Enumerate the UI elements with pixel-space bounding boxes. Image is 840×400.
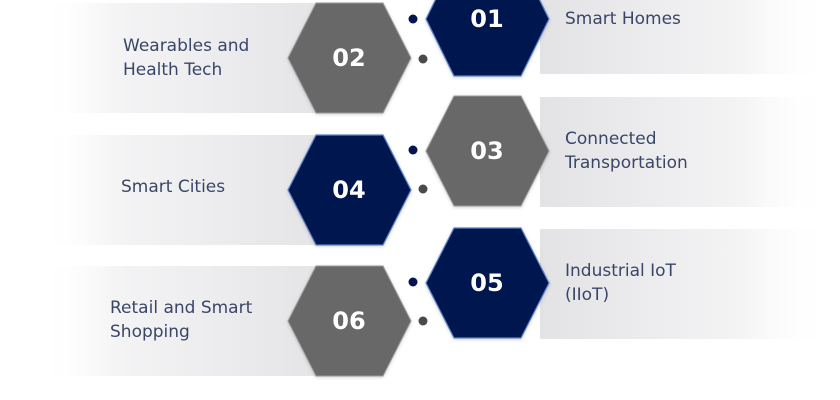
label-item-03: Connected Transportation — [565, 129, 688, 173]
hexagon-02: 02 — [287, 2, 412, 114]
hexagon-05-number: 05 — [470, 269, 503, 297]
hexagon-06: 06 — [287, 265, 412, 377]
hexagon-01: 01 — [425, 0, 550, 77]
hexagon-06-shape — [287, 265, 412, 377]
connector-dot — [418, 54, 428, 64]
label-item-06: Retail and Smart Shopping — [110, 298, 253, 342]
band-item-03 — [540, 97, 830, 207]
hexagon-03-shape — [425, 95, 550, 207]
hexagon-01-shape — [425, 0, 550, 77]
hexagon-04-shape — [287, 134, 412, 246]
hexagon-04: 04 — [287, 134, 412, 246]
hexagon-03: 03 — [425, 95, 550, 207]
band-item-05 — [540, 229, 830, 339]
label-item-05: Industrial IoT (IIoT) — [565, 261, 676, 305]
hexagon-02-shape — [287, 2, 412, 114]
label-item-01: Smart Homes — [565, 9, 681, 29]
hexagon-01-number: 01 — [470, 5, 503, 33]
connector-dot — [408, 145, 418, 155]
connector-dot — [408, 277, 418, 287]
label-item-02: Wearables and Health Tech — [123, 36, 250, 80]
connector-dot — [418, 184, 428, 194]
band-item-01 — [540, 0, 830, 74]
hexagon-05-shape — [425, 227, 550, 339]
hexagon-05: 05 — [425, 227, 550, 339]
hexagon-03-number: 03 — [470, 137, 503, 165]
hexagon-04-number: 04 — [332, 176, 365, 204]
label-item-04: Smart Cities — [121, 177, 226, 197]
hexagon-06-number: 06 — [332, 307, 365, 335]
hexagon-02-number: 02 — [332, 44, 365, 72]
connector-dot — [418, 316, 428, 326]
connector-dot — [408, 14, 418, 24]
